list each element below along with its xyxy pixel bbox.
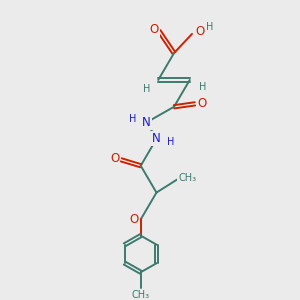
Text: O: O (150, 23, 159, 36)
Text: N: N (142, 116, 151, 129)
Text: H: H (199, 82, 206, 92)
Text: O: O (110, 152, 119, 165)
Text: N: N (152, 132, 161, 146)
Text: H: H (129, 114, 136, 124)
Text: O: O (130, 213, 139, 226)
Text: H: H (206, 22, 214, 32)
Text: H: H (142, 84, 150, 94)
Text: O: O (197, 97, 206, 110)
Text: O: O (196, 25, 205, 38)
Text: CH₃: CH₃ (178, 173, 196, 183)
Text: H: H (167, 137, 174, 147)
Text: CH₃: CH₃ (132, 290, 150, 300)
